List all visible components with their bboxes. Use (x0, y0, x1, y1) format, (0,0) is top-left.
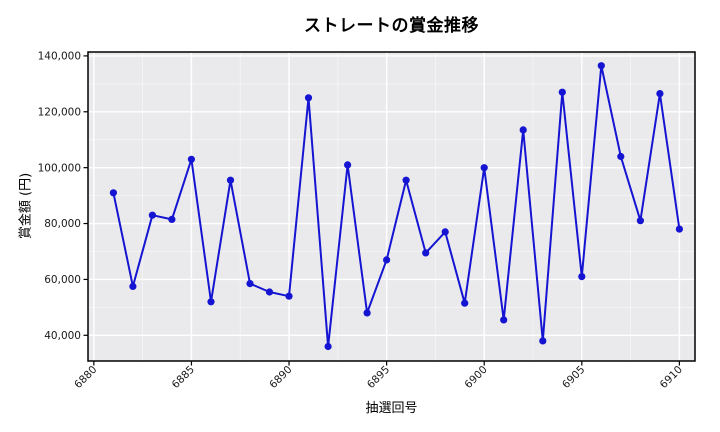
data-point (109, 189, 117, 197)
x-tick-label: 6890 (267, 364, 294, 391)
x-tick-label: 6885 (170, 364, 197, 391)
y-axis-label: 賞金額 (円) (18, 172, 34, 240)
data-point (500, 316, 508, 324)
plot-border (87, 51, 696, 362)
x-tick-label: 6900 (462, 364, 489, 391)
x-axis-label: 抽選回号 (365, 401, 418, 416)
data-point (148, 211, 156, 219)
x-tick-label: 6880 (72, 364, 99, 391)
data-point (363, 309, 371, 317)
data-point (129, 282, 137, 290)
data-point (636, 217, 645, 225)
data-point (578, 273, 586, 281)
x-tick-label: 6905 (560, 364, 587, 391)
data-point (617, 152, 625, 161)
data-point (383, 256, 391, 264)
data-point (519, 126, 527, 134)
y-tick-label: 100,000 (38, 162, 81, 174)
data-point (597, 62, 605, 70)
data-point (207, 298, 215, 306)
data-point (265, 288, 274, 296)
x-tick-label: 6910 (658, 364, 685, 391)
series-line (112, 64, 681, 348)
data-point (461, 299, 469, 307)
data-point (168, 215, 176, 223)
data-point (558, 88, 566, 96)
data-point (246, 280, 254, 288)
data-point (441, 228, 449, 236)
data-point (344, 161, 352, 169)
y-tick-label: 40,000 (44, 330, 81, 342)
chart-title: ストレートの賞金推移 (304, 16, 479, 36)
data-point (656, 90, 664, 98)
data-point (285, 292, 293, 300)
data-point (422, 249, 430, 257)
data-point (480, 164, 488, 172)
data-point (226, 176, 235, 184)
data-point (324, 342, 332, 351)
data-point (539, 337, 547, 345)
data-point (304, 94, 313, 102)
y-tick-label: 140,000 (38, 51, 81, 63)
data-point (402, 176, 410, 184)
plot-area (88, 52, 695, 361)
y-tick-label: 60,000 (44, 274, 81, 286)
x-tick-label: 6895 (365, 364, 392, 391)
data-point (675, 225, 684, 233)
y-tick-label: 120,000 (38, 106, 81, 118)
y-tick-label: 80,000 (44, 218, 81, 230)
data-point (187, 155, 195, 163)
